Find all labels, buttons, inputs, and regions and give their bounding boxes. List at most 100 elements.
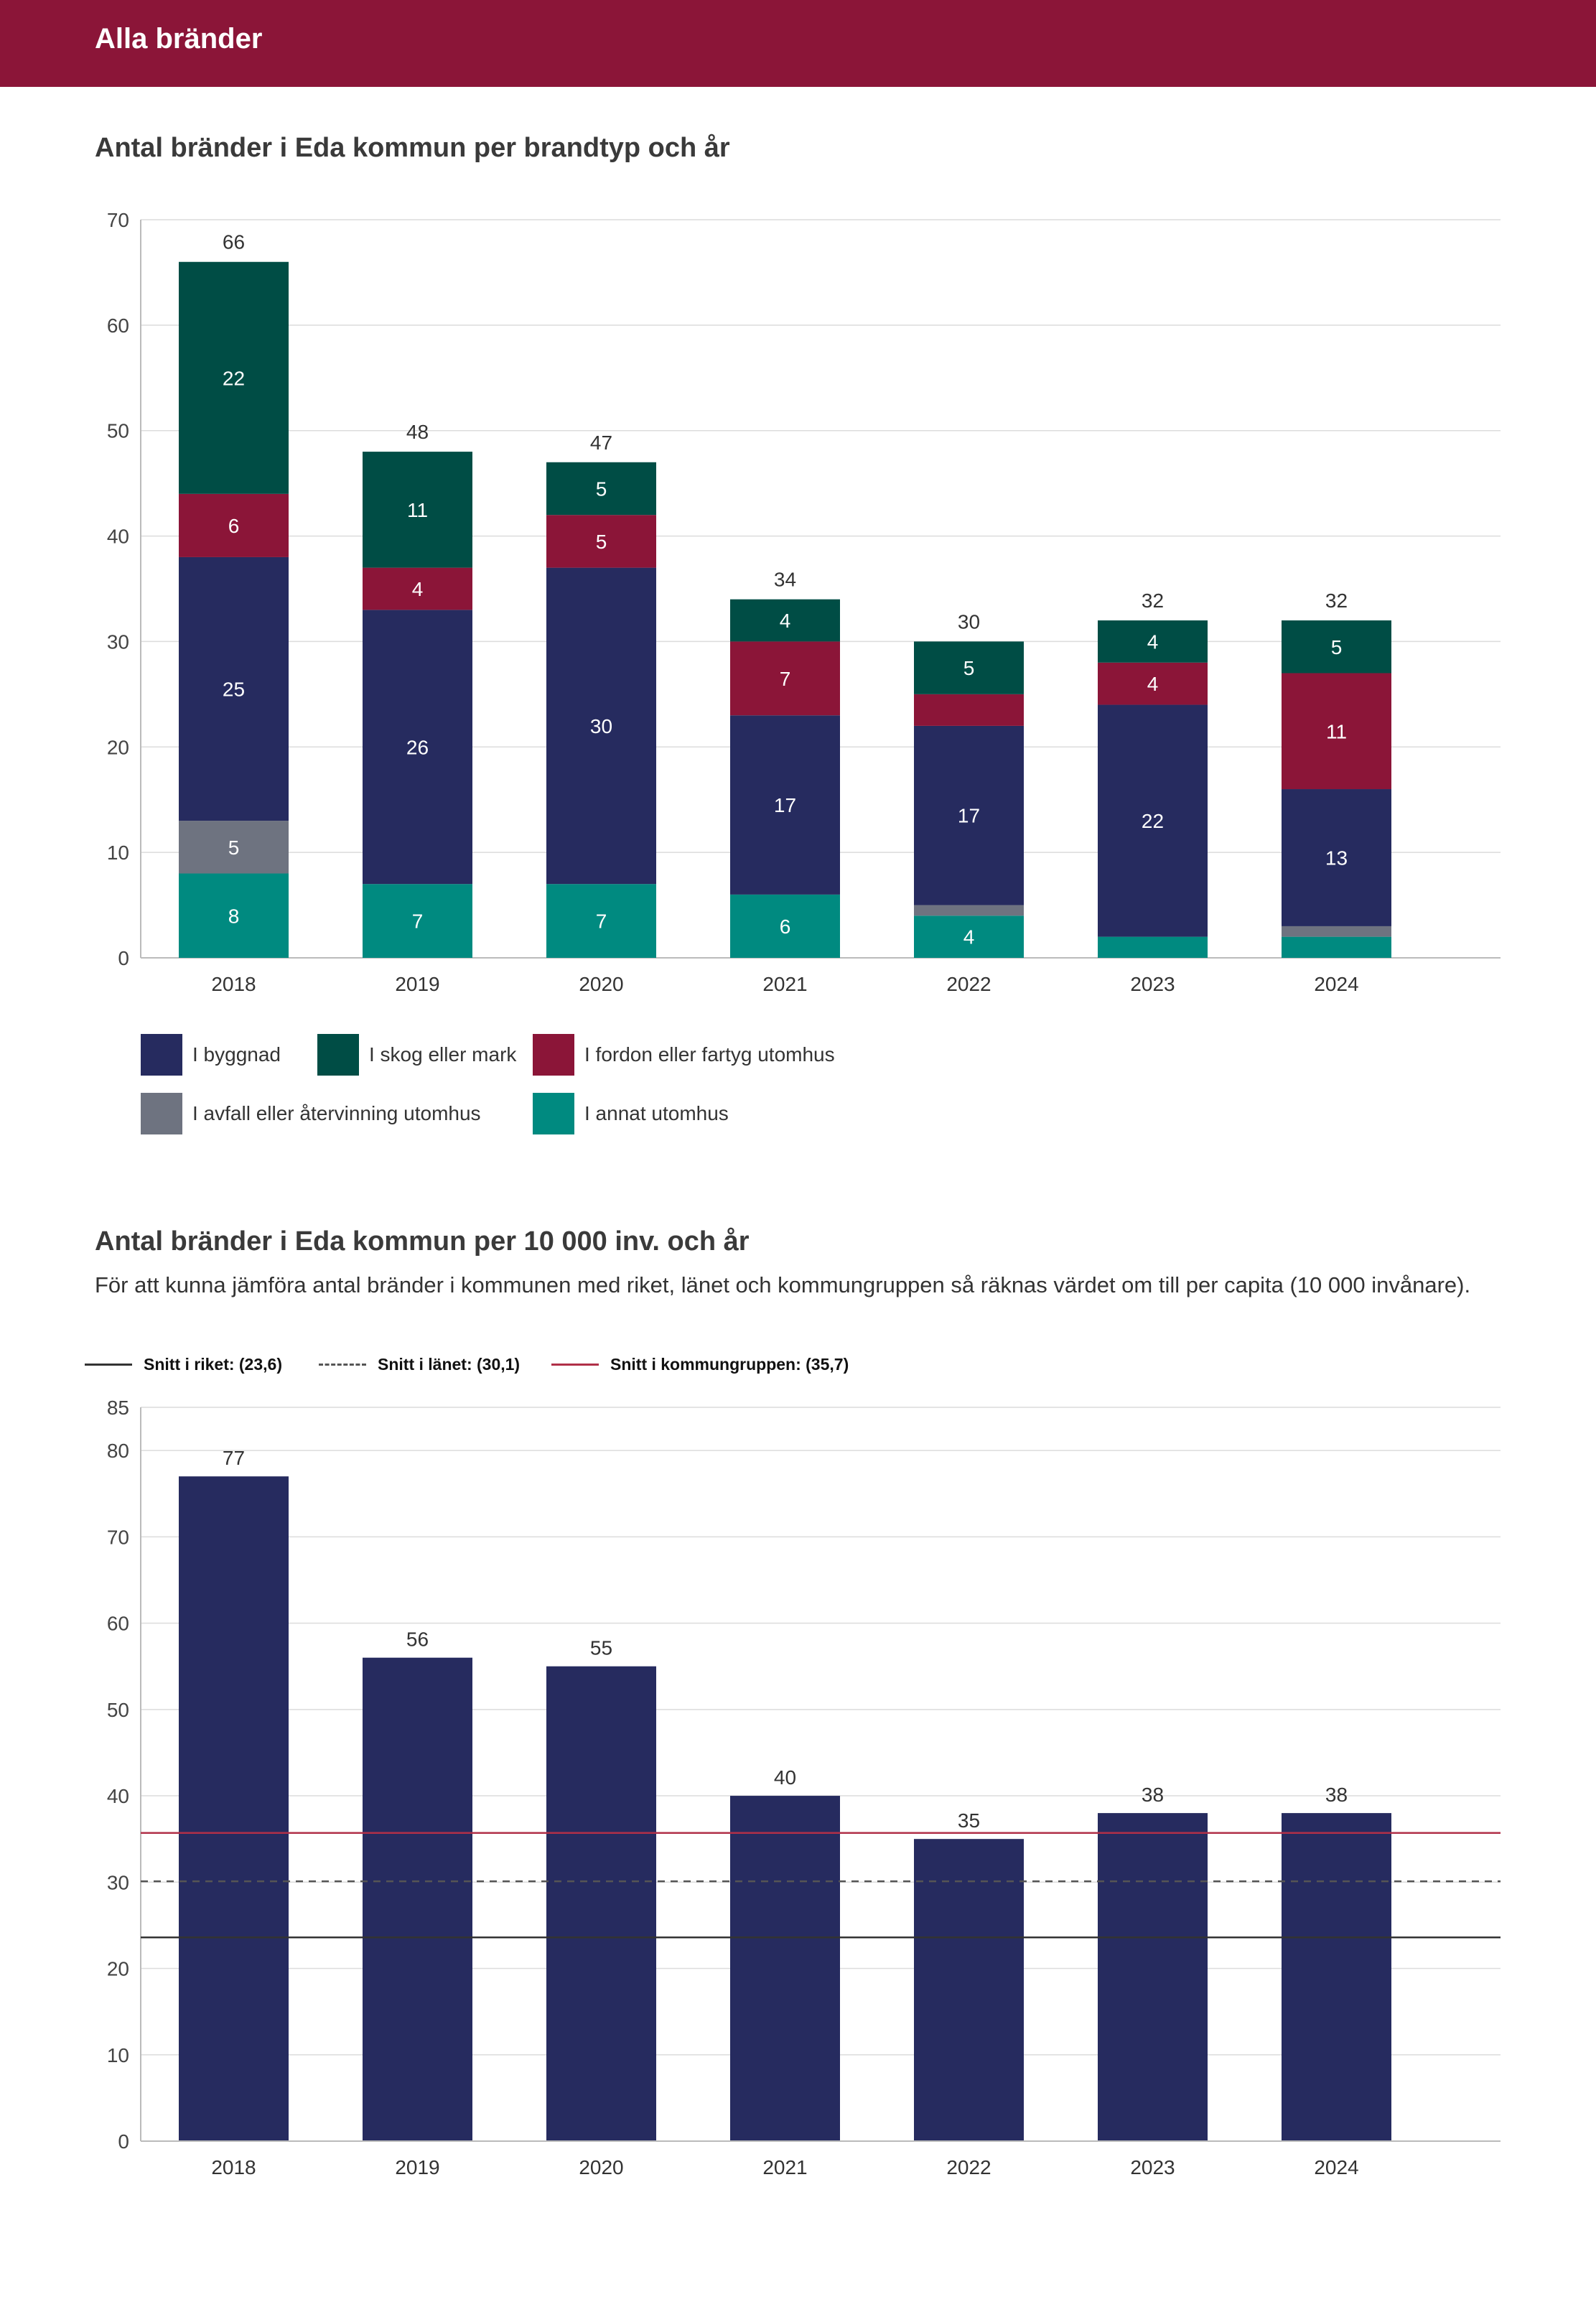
segment-value-label: 13 — [1325, 847, 1348, 869]
bar-segment — [1282, 673, 1391, 790]
bar-segment — [546, 515, 656, 568]
bar-segment — [546, 884, 656, 958]
bar-segment — [1098, 662, 1208, 705]
legend-label: I annat utomhus — [584, 1102, 729, 1124]
bar-segment — [179, 493, 289, 557]
ref-legend-label: Snitt i kommungruppen: (35,7) — [610, 1354, 849, 1374]
legend-item-skog: I skog eller mark — [317, 1034, 516, 1076]
bar-value-label: 38 — [1325, 1784, 1348, 1806]
bar-segment — [730, 641, 840, 716]
bar-segment — [914, 641, 1024, 694]
legend-label: I fordon eller fartyg utomhus — [584, 1043, 835, 1066]
bar-segment — [179, 556, 289, 821]
bar-total-label: 47 — [590, 432, 612, 454]
y-tick-label: 10 — [107, 842, 129, 864]
x-tick-label: 2021 — [762, 2156, 807, 2178]
legend-label: I byggnad — [192, 1043, 281, 1066]
legend-item-avfall: I avfall eller återvinning utomhus — [141, 1093, 481, 1134]
stacked-bar-chart: 0 10 20 30 40 50 60 70 8 5 25 6 22 66 2018 7 26 4 11 48 2019… — [107, 209, 1501, 995]
header-bar: Alla bränder — [0, 0, 1596, 87]
bar — [1282, 1813, 1391, 2141]
y-tick-label: 40 — [107, 1785, 129, 1807]
y-tick-label: 60 — [107, 1613, 129, 1635]
bar-segment — [179, 873, 289, 958]
segment-value-label: 5 — [596, 531, 607, 553]
legend-item-fordon: I fordon eller fartyg utomhus — [533, 1034, 835, 1076]
y-tick-label: 30 — [107, 630, 129, 653]
legend-swatch-byggnad — [141, 1034, 182, 1076]
bar-segment — [730, 715, 840, 895]
reference-legend: Snitt i riket: (23,6) Snitt i länet: (30… — [85, 1350, 946, 1379]
segment-value-label: 26 — [406, 736, 429, 758]
y-tick-label: 85 — [107, 1397, 129, 1419]
chart2-description: För att kunna jämföra antal bränder i ko… — [95, 1272, 1471, 1297]
x-tick-label: 2024 — [1314, 973, 1358, 995]
bar-segment — [179, 821, 289, 874]
segment-value-label: 5 — [1331, 636, 1343, 658]
bar-segment — [363, 452, 472, 568]
segment-value-label: 17 — [958, 805, 980, 827]
y-tick-label: 0 — [118, 947, 129, 969]
chart1-legend: I byggnad I skog eller mark I fordon ell… — [141, 1034, 1074, 1134]
segment-value-label: 8 — [228, 905, 240, 927]
bar-segment — [179, 261, 289, 494]
bar-segment — [1282, 926, 1391, 937]
ref-legend-kommungruppen: Snitt i kommungruppen: (35,7) — [551, 1350, 849, 1379]
bar-segment — [1098, 704, 1208, 937]
bar — [914, 1839, 1024, 2141]
ref-legend-riket: Snitt i riket: (23,6) — [85, 1350, 282, 1379]
bar — [179, 1476, 289, 2141]
bar-total-label: 32 — [1325, 589, 1348, 612]
segment-value-label: 11 — [1326, 720, 1347, 742]
segment-value-label: 11 — [407, 499, 428, 521]
bar-value-label: 35 — [958, 1809, 980, 1832]
bar-segment — [730, 894, 840, 958]
bar-segment — [914, 725, 1024, 905]
x-tick-label: 2020 — [579, 2156, 623, 2178]
bar-value-label: 38 — [1142, 1784, 1164, 1806]
bar-value-label: 56 — [406, 1628, 429, 1651]
bar-segment — [1098, 620, 1208, 663]
bar-segment — [1282, 620, 1391, 674]
segment-value-label: 5 — [963, 657, 975, 679]
y-tick-label: 40 — [107, 526, 129, 548]
bar-segment — [914, 905, 1024, 916]
legend-item-byggnad: I byggnad — [141, 1034, 281, 1076]
segment-value-label: 4 — [412, 578, 424, 600]
x-tick-label: 2018 — [211, 973, 256, 995]
legend-item-annat: I annat utomhus — [533, 1093, 729, 1134]
bar-segment — [1282, 789, 1391, 926]
x-tick-label: 2020 — [579, 973, 623, 995]
segment-value-label: 7 — [780, 668, 791, 690]
per-capita-bar-chart: 0 10 20 30 40 50 60 70 80 85 77 2018 56 2019 55 2020 40 2… — [107, 1397, 1501, 2178]
legend-swatch-skog — [317, 1034, 359, 1076]
ref-legend-label: Snitt i länet: (30,1) — [378, 1354, 521, 1374]
ref-legend-line-lanet — [319, 1363, 366, 1366]
x-tick-label: 2022 — [946, 973, 991, 995]
bar-segment — [914, 694, 1024, 726]
bar-value-label: 77 — [223, 1447, 245, 1469]
x-tick-label: 2019 — [395, 973, 439, 995]
legend-label: I avfall eller återvinning utomhus — [192, 1102, 481, 1124]
x-tick-label: 2023 — [1130, 2156, 1175, 2178]
ref-legend-lanet: Snitt i länet: (30,1) — [319, 1350, 520, 1379]
y-tick-label: 60 — [107, 314, 129, 337]
bar-segment — [546, 462, 656, 516]
segment-value-label: 30 — [590, 715, 612, 737]
bar-segment — [363, 610, 472, 885]
x-tick-label: 2021 — [762, 973, 807, 995]
bar — [730, 1796, 840, 2141]
segment-value-label: 4 — [963, 926, 975, 949]
segment-value-label: 22 — [1142, 810, 1164, 832]
legend-swatch-fordon — [533, 1034, 574, 1076]
y-tick-label: 0 — [118, 2130, 129, 2153]
bar-value-label: 40 — [774, 1766, 796, 1789]
bar-segment — [914, 915, 1024, 958]
bar-segment — [1282, 936, 1391, 958]
y-tick-label: 50 — [107, 1699, 129, 1721]
legend-swatch-avfall — [141, 1093, 182, 1134]
y-tick-label: 50 — [107, 420, 129, 442]
legend-swatch-annat — [533, 1093, 574, 1134]
x-tick-label: 2024 — [1314, 2156, 1358, 2178]
bar-segment — [363, 884, 472, 958]
